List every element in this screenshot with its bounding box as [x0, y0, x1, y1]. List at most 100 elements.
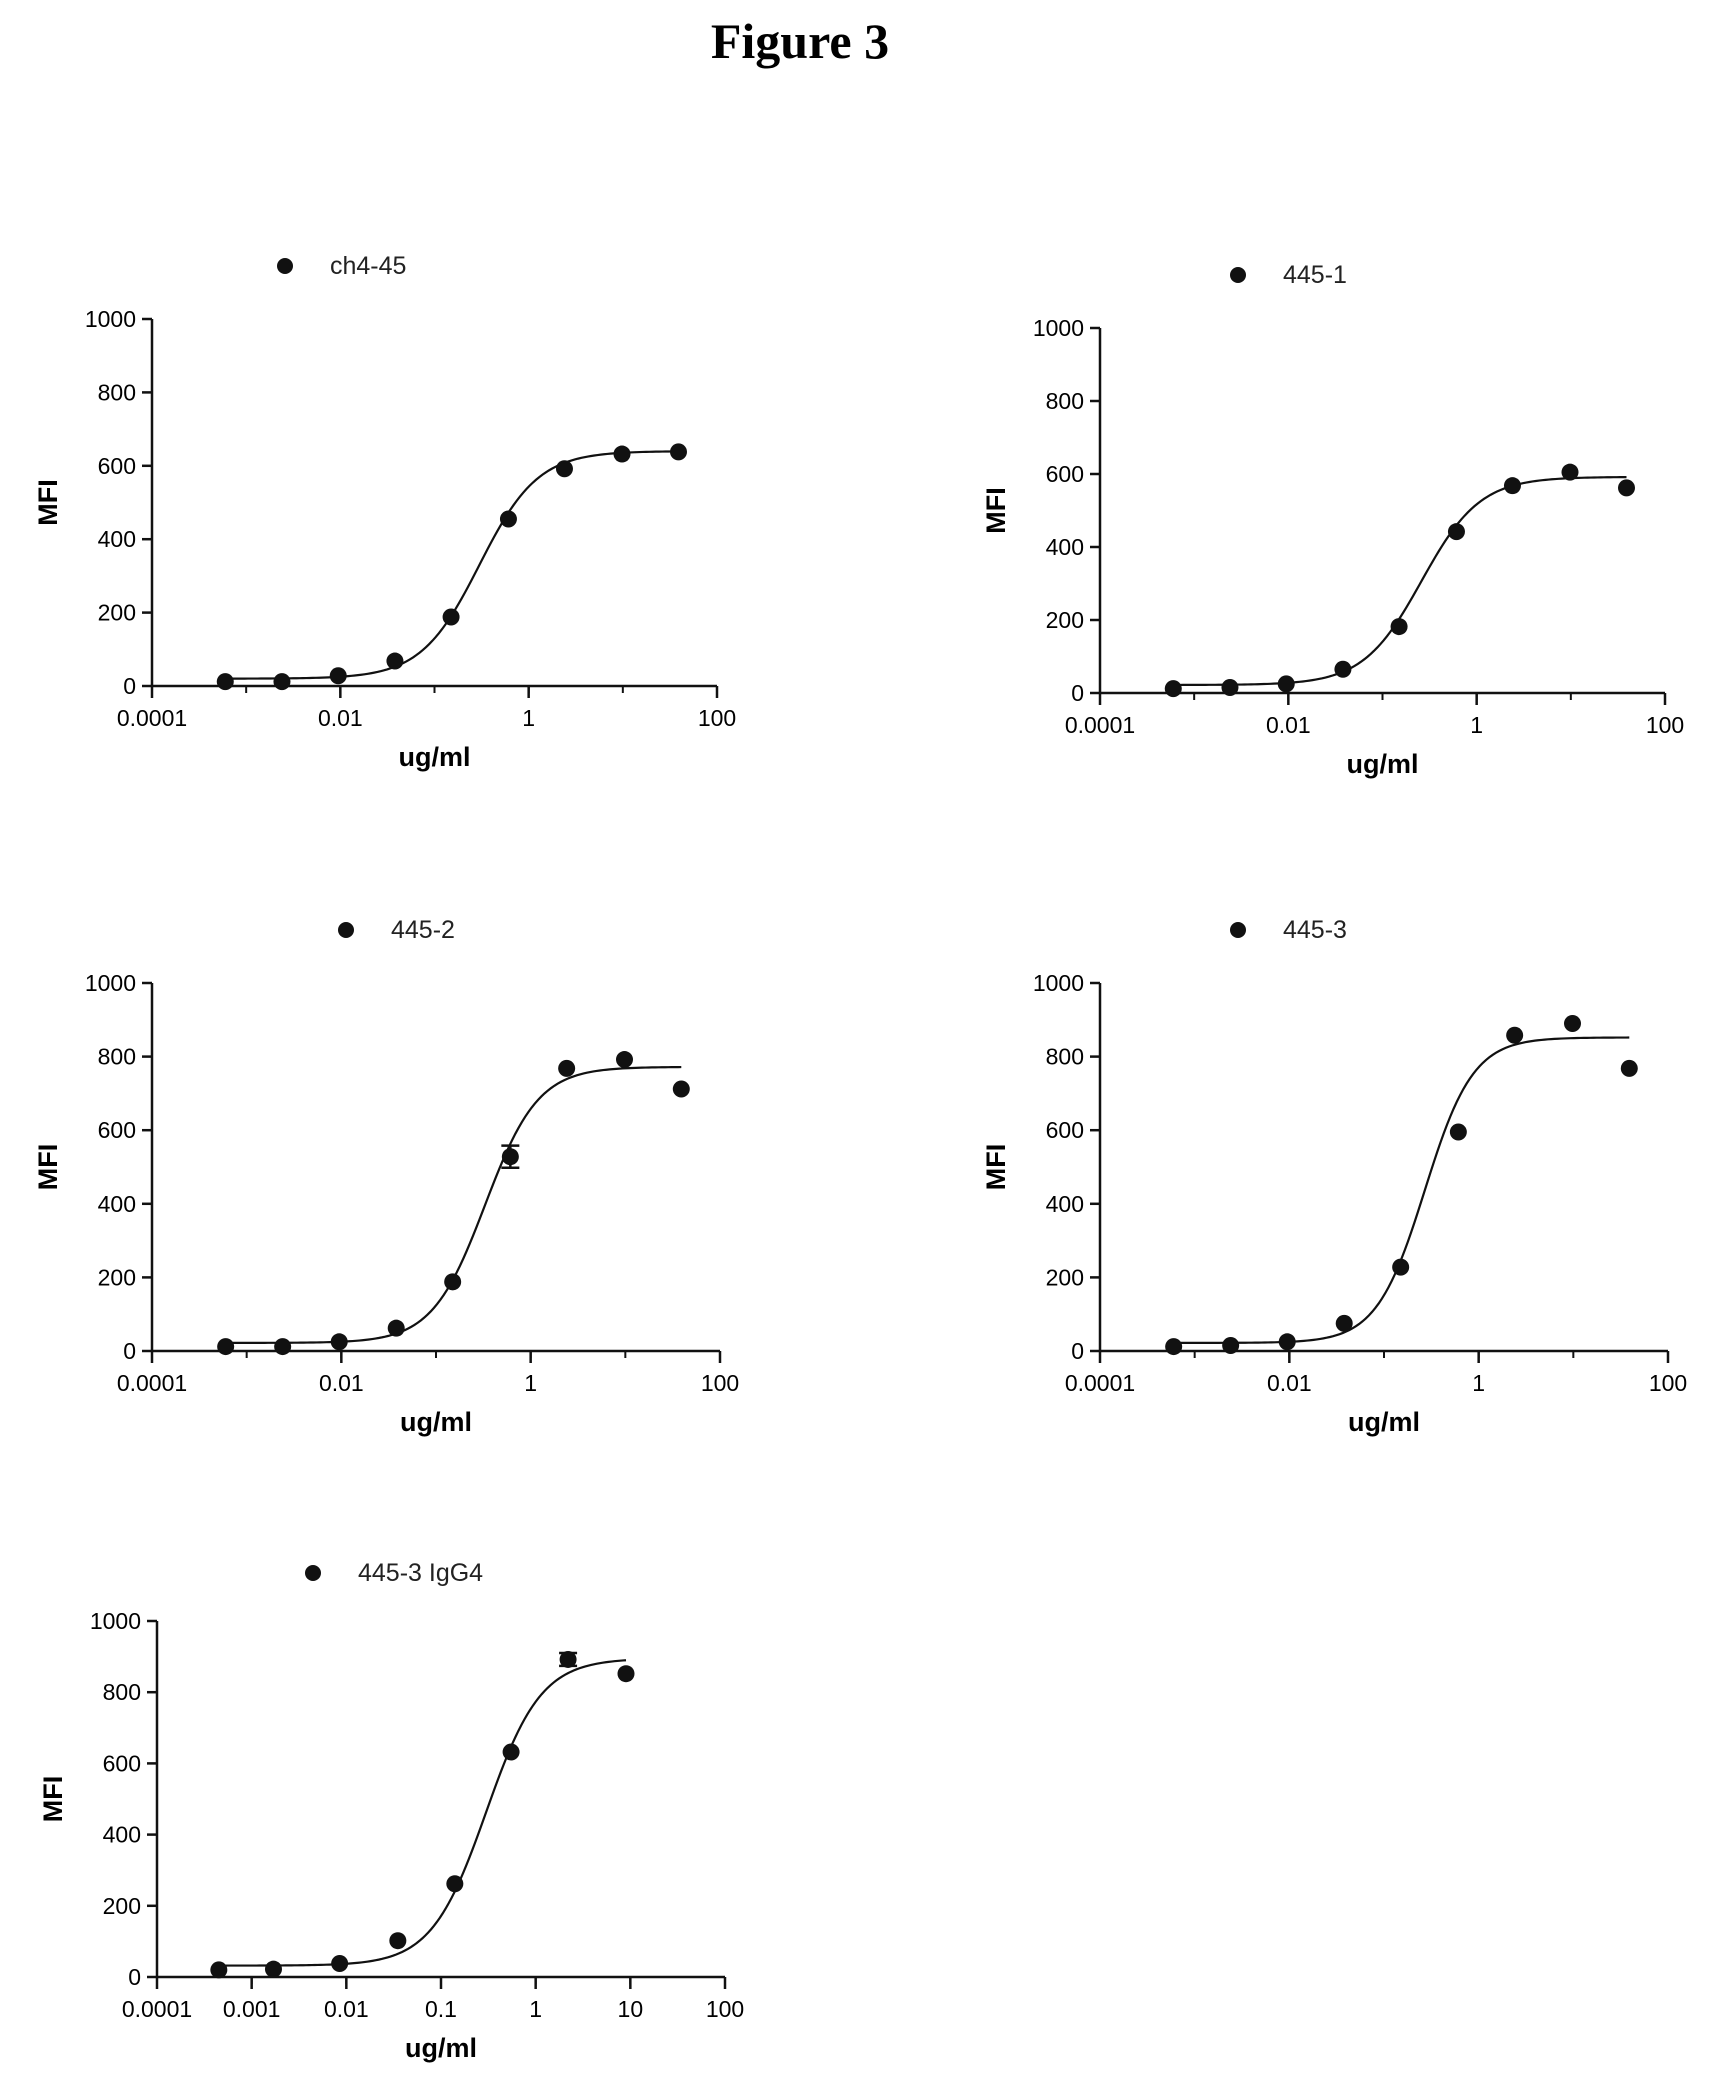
legend-marker	[305, 1565, 321, 1581]
y-tick-label: 200	[103, 1893, 141, 1919]
panel-445-1: 0 200 400 600 800 1000 0.0001 0.01 1 100 ug/ml MFI 4…	[981, 261, 1684, 779]
y-tick-label: 200	[1046, 607, 1084, 633]
x-tick-label: 0.01	[1266, 712, 1311, 738]
data-point	[617, 1665, 635, 1683]
y-tick-label: 800	[1046, 1044, 1084, 1070]
y-tick-label: 1000	[1033, 970, 1084, 996]
data-point	[1561, 463, 1579, 481]
x-tick-label: 100	[1649, 1370, 1687, 1396]
x-tick-label: 0.01	[324, 1996, 369, 2022]
y-tick-label: 600	[98, 1117, 136, 1143]
data-point	[274, 1338, 292, 1356]
legend-label: 445-3 IgG4	[358, 1559, 483, 1587]
data-point	[386, 652, 404, 670]
panel-445-3-igg4: 0 200 400 600 800 1000 0.0001 0.001 0.01 0.1 1 10 10…	[38, 1559, 744, 2063]
data-point	[217, 1338, 235, 1356]
data-point	[442, 608, 460, 626]
y-tick-label: 0	[123, 1338, 136, 1364]
y-tick-label: 800	[1046, 388, 1084, 414]
y-tick-label: 600	[103, 1750, 141, 1776]
data-point	[1390, 618, 1408, 636]
y-tick-label: 800	[98, 379, 136, 405]
data-point	[1506, 1026, 1524, 1044]
y-tick-label: 1000	[85, 306, 136, 332]
x-tick-label: 100	[698, 705, 736, 731]
figure-title: Figure 3	[710, 13, 890, 69]
legend-marker	[338, 922, 354, 938]
x-tick-label: 0.0001	[117, 705, 187, 731]
y-axis-title: MFI	[981, 1144, 1011, 1191]
y-tick-label: 400	[98, 526, 136, 552]
fit-curve	[225, 1065, 682, 1344]
y-tick-label: 1000	[1033, 315, 1084, 341]
legend-marker	[1230, 922, 1246, 938]
x-tick-label: 0.01	[1267, 1370, 1312, 1396]
y-tick-label: 600	[1046, 461, 1084, 487]
data-point	[501, 1148, 519, 1166]
data-point	[1334, 660, 1352, 678]
y-axis-title: MFI	[981, 487, 1011, 534]
data-point	[1221, 679, 1239, 697]
legend-label: 445-1	[1283, 261, 1347, 289]
y-tick-label: 800	[98, 1044, 136, 1070]
data-point	[613, 445, 631, 463]
panel-445-2: 0 200 400 600 800 1000 0.0001 0.01 1 100 ug/ml MFI 4…	[33, 916, 739, 1437]
data-point	[1447, 523, 1465, 541]
fit-curve	[225, 450, 679, 680]
x-tick-label: 1	[1470, 712, 1483, 738]
data-point	[331, 1954, 349, 1972]
legend-marker	[277, 258, 293, 274]
x-axis-title: ug/ml	[405, 2033, 477, 2063]
data-point	[1335, 1314, 1353, 1332]
y-axis-title: MFI	[38, 1776, 68, 1823]
x-tick-label: 1	[1472, 1370, 1485, 1396]
data-point	[1564, 1014, 1582, 1032]
panel-ch4-45: 0 200 400 600 800 1000 0.0001 0.01 1 100 ug/ml MFI c…	[33, 252, 736, 772]
x-tick-label: 100	[1646, 712, 1684, 738]
data-point	[669, 443, 687, 461]
x-axis-title: ug/ml	[400, 1407, 472, 1437]
data-point	[1277, 675, 1295, 693]
x-tick-label: 100	[701, 1370, 739, 1396]
x-tick-label: 0.01	[319, 1370, 364, 1396]
data-point	[210, 1961, 228, 1979]
y-tick-label: 400	[1046, 1191, 1084, 1217]
fit-curve	[1173, 476, 1627, 687]
data-point	[329, 667, 347, 685]
panel-445-3: 0 200 400 600 800 1000 0.0001 0.01 1 100 ug/ml MFI 4…	[981, 916, 1687, 1437]
fit-curve	[1173, 1036, 1630, 1344]
y-tick-label: 400	[1046, 534, 1084, 560]
x-tick-label: 0.0001	[122, 1996, 192, 2022]
data-point	[273, 673, 291, 691]
y-tick-label: 400	[103, 1822, 141, 1848]
data-point	[389, 1932, 407, 1950]
data-point	[1164, 680, 1182, 698]
data-point	[1278, 1333, 1296, 1351]
data-point	[1222, 1336, 1240, 1354]
x-tick-label: 0.01	[318, 705, 363, 731]
y-tick-label: 600	[98, 453, 136, 479]
y-tick-label: 200	[1046, 1264, 1084, 1290]
x-tick-label: 1	[524, 1370, 537, 1396]
data-point	[616, 1051, 634, 1069]
x-tick-label: 1	[529, 1996, 542, 2022]
y-tick-label: 800	[103, 1679, 141, 1705]
y-tick-label: 200	[98, 600, 136, 626]
y-tick-label: 200	[98, 1264, 136, 1290]
x-tick-label: 0.0001	[1065, 1370, 1135, 1396]
x-tick-label: 100	[706, 1996, 744, 2022]
legend-label: ch4-45	[330, 252, 406, 280]
legend-marker	[1230, 267, 1246, 283]
y-tick-label: 400	[98, 1191, 136, 1217]
legend-label: 445-3	[1283, 916, 1347, 944]
y-axis-title: MFI	[33, 479, 63, 526]
y-tick-label: 1000	[90, 1608, 141, 1634]
data-point	[1620, 1059, 1638, 1077]
x-axis-title: ug/ml	[1348, 1407, 1420, 1437]
data-point	[499, 510, 517, 528]
data-point	[330, 1333, 348, 1351]
data-point	[1449, 1123, 1467, 1141]
y-tick-label: 1000	[85, 970, 136, 996]
legend-label: 445-2	[391, 916, 455, 944]
